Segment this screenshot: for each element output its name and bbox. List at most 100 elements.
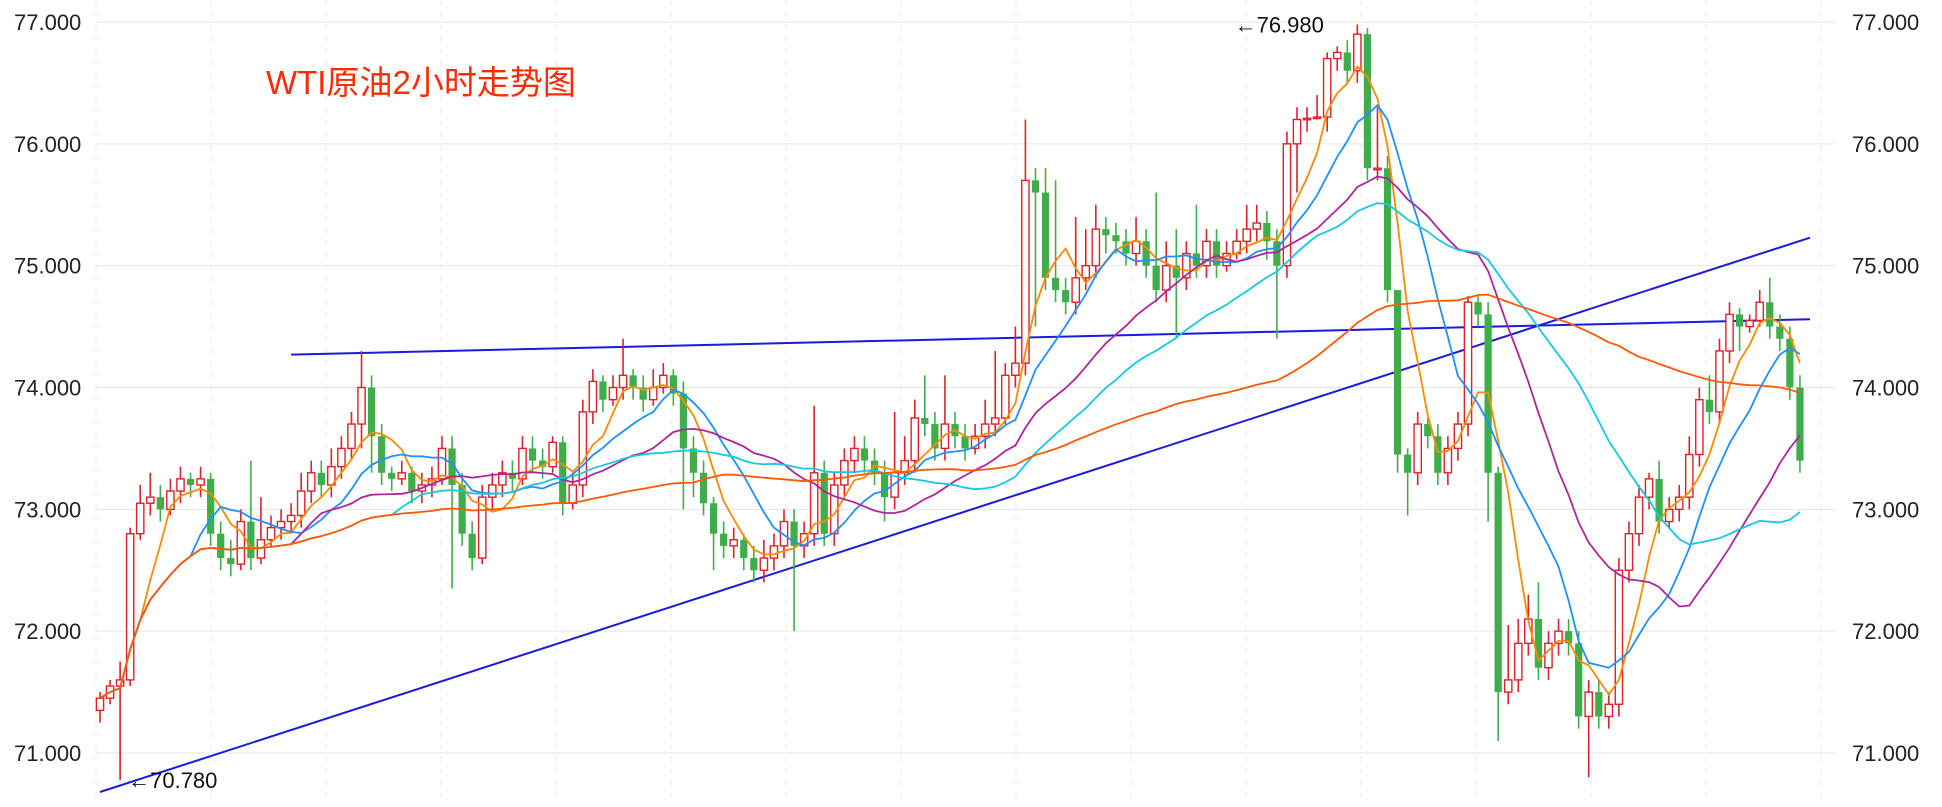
y-tick-label-left: 77.000 bbox=[14, 10, 81, 35]
candle-body-up bbox=[1332, 51, 1342, 60]
candle bbox=[1684, 436, 1694, 510]
candle-body-up bbox=[1453, 423, 1463, 450]
candle-body-down bbox=[1363, 34, 1372, 169]
candle bbox=[689, 436, 698, 498]
y-tick-label-right: 75.000 bbox=[1852, 254, 1919, 279]
candle bbox=[266, 515, 276, 546]
candle-body-up bbox=[970, 435, 980, 450]
candle bbox=[306, 460, 316, 504]
candle bbox=[1584, 679, 1594, 778]
candle bbox=[1152, 192, 1160, 303]
y-tick-label-left: 71.000 bbox=[14, 741, 81, 766]
candle-body-up bbox=[809, 472, 819, 535]
candle-body-down bbox=[1343, 52, 1351, 71]
candle-body-down bbox=[207, 478, 215, 534]
candle-body-down bbox=[217, 533, 225, 559]
candle-body-down bbox=[750, 558, 758, 571]
candle bbox=[1695, 387, 1704, 467]
candle-body-up bbox=[1000, 374, 1010, 419]
candle-body-down bbox=[1051, 277, 1060, 291]
candle-body-down bbox=[860, 448, 869, 461]
candle-body-up bbox=[296, 490, 306, 517]
candle bbox=[1142, 229, 1150, 278]
ma10-line bbox=[99, 103, 1801, 699]
candle-body-down bbox=[1031, 180, 1040, 193]
trendline-rising-support bbox=[99, 236, 1811, 793]
candle-body-up bbox=[95, 697, 105, 712]
candle bbox=[578, 399, 588, 498]
candle bbox=[658, 363, 668, 394]
candle bbox=[1725, 302, 1734, 364]
candle-body-down bbox=[1776, 326, 1784, 339]
ma60-line bbox=[99, 293, 1801, 699]
candle bbox=[1463, 296, 1473, 437]
candle bbox=[618, 338, 628, 400]
candle-body-down bbox=[378, 436, 386, 473]
candle bbox=[1595, 679, 1603, 729]
price-annotation: ←76.980 bbox=[1235, 12, 1324, 37]
candle-body-down bbox=[468, 533, 476, 559]
candle-body-up bbox=[498, 472, 507, 486]
candle-body-up bbox=[648, 386, 658, 401]
candle bbox=[1575, 631, 1583, 729]
y-tick-label-right: 72.000 bbox=[1852, 619, 1919, 644]
y-tick-label-left: 75.000 bbox=[14, 254, 81, 279]
candle bbox=[1735, 308, 1744, 351]
candle bbox=[1453, 411, 1463, 461]
candle-body-up bbox=[618, 374, 628, 389]
candle bbox=[1131, 216, 1141, 266]
y-tick-label-right: 74.000 bbox=[1852, 376, 1919, 401]
candle bbox=[1634, 484, 1644, 546]
candle-body-up bbox=[176, 478, 185, 492]
candle-body-down bbox=[1112, 235, 1120, 242]
candle bbox=[1011, 326, 1020, 388]
candle-body-up bbox=[1755, 301, 1765, 322]
candle-body-up bbox=[1624, 533, 1634, 571]
candle-body-down bbox=[388, 472, 396, 479]
candle bbox=[1051, 180, 1060, 303]
candle-body-up bbox=[347, 423, 356, 450]
candle-body-down bbox=[508, 472, 517, 479]
candle bbox=[1383, 156, 1392, 303]
candle-body-up bbox=[1554, 630, 1563, 645]
candle bbox=[236, 509, 246, 571]
y-tick-label-right: 76.000 bbox=[1852, 132, 1919, 157]
candle-body-up bbox=[487, 484, 497, 498]
candle bbox=[145, 472, 155, 516]
candle-body-down bbox=[1393, 290, 1402, 455]
candle-body-down bbox=[448, 448, 456, 485]
candle bbox=[227, 539, 235, 577]
candle bbox=[1102, 216, 1110, 254]
candle-body-up bbox=[1684, 453, 1694, 498]
candle bbox=[1393, 290, 1402, 473]
candle-body-down bbox=[1142, 241, 1150, 266]
candle-body-up bbox=[1614, 569, 1624, 705]
candle-body-down bbox=[247, 521, 255, 559]
candle-body-down bbox=[921, 417, 929, 425]
candle-body-up bbox=[578, 411, 588, 486]
candle-body-up bbox=[1182, 252, 1191, 279]
y-tick-label-right: 77.000 bbox=[1852, 10, 1919, 35]
candle-body-down bbox=[740, 539, 748, 559]
candle bbox=[1554, 618, 1563, 656]
candle-body-down bbox=[1534, 618, 1543, 668]
candle-body-up bbox=[1252, 222, 1262, 230]
candle-body-down bbox=[1575, 643, 1583, 717]
candle bbox=[588, 369, 598, 425]
ma5-line bbox=[99, 65, 1801, 699]
candle-body-up bbox=[1292, 118, 1302, 145]
candle-body-up bbox=[518, 447, 527, 480]
candle-body-up bbox=[658, 374, 668, 389]
candle-body-up bbox=[769, 545, 779, 559]
candles bbox=[95, 24, 1804, 780]
candle-body-down bbox=[689, 448, 698, 473]
candle bbox=[1434, 424, 1442, 485]
candle bbox=[1745, 314, 1754, 333]
candle bbox=[1062, 277, 1070, 315]
candle-body-down bbox=[1152, 265, 1160, 291]
candle-body-down bbox=[1383, 168, 1392, 291]
candle bbox=[1624, 521, 1634, 583]
candle-body-down bbox=[408, 472, 416, 492]
candle bbox=[850, 436, 859, 473]
